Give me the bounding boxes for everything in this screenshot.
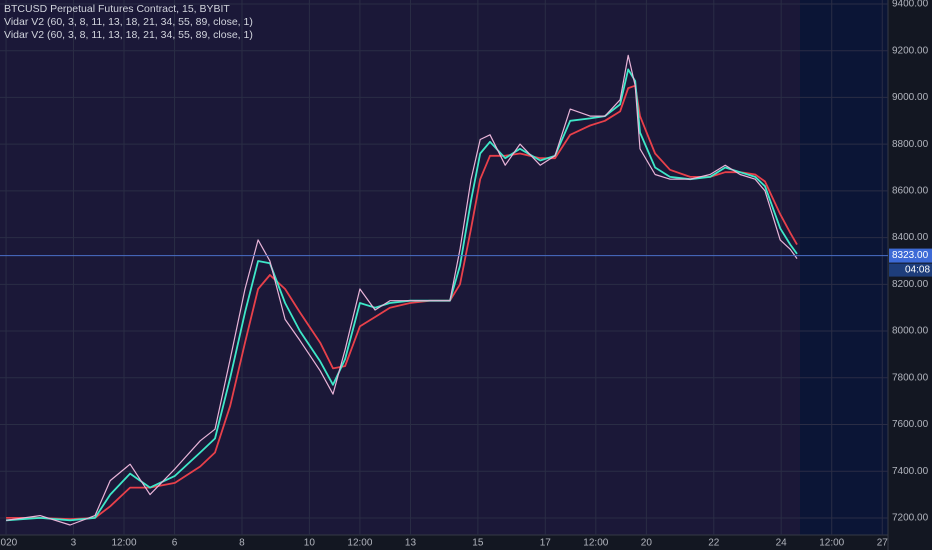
x-tick-label: 24 [776,538,788,549]
y-tick-label: 7400.00 [892,466,929,477]
legend-entry: BTCUSD Perpetual Futures Contract, 15, B… [4,3,230,15]
y-tick-label: 8600.00 [892,186,929,197]
y-tick-label: 8800.00 [892,139,929,150]
price-line [6,68,798,522]
x-tick-label: 27 [877,538,889,549]
x-tick-label: 12:00 [347,538,372,549]
x-tick-label: 15 [472,538,484,549]
x-tick-label: 6 [172,538,178,549]
legend-entry: Vidar V2 (60, 3, 8, 11, 13, 18, 21, 34, … [4,16,253,28]
x-tick-label: 22 [708,538,720,549]
y-tick-label: 7800.00 [892,372,929,383]
y-tick-label: 9000.00 [892,92,929,103]
x-tick-label: 17 [540,538,552,549]
y-tick-label: 8000.00 [892,326,929,337]
legend-entry: Vidar V2 (60, 3, 8, 11, 13, 18, 21, 34, … [4,29,253,41]
price-line [6,54,798,526]
x-tick-label: 12:00 [583,538,608,549]
future-area [800,0,888,535]
y-tick-label: 8200.00 [892,279,929,290]
plot-background [0,0,888,535]
last-price-label: 8323.00 [892,250,929,261]
y-tick-label: 9400.00 [892,0,929,10]
x-tick-label: 10 [304,538,316,549]
last-price-box [889,248,932,263]
x-tick-label: 3 [71,538,77,549]
y-tick-label: 7200.00 [892,513,929,524]
x-tick-label: 12:00 [819,538,844,549]
x-tick-label: 2020 [0,538,18,549]
x-tick-label: 8 [239,538,245,549]
price-line [6,84,798,520]
countdown-box [889,263,932,277]
y-tick-label: 7600.00 [892,419,929,430]
y-tick-label: 8400.00 [892,232,929,243]
x-tick-label: 13 [405,538,417,549]
countdown: 04:08 [905,265,930,276]
x-tick-label: 20 [641,538,653,549]
x-tick-label: 12:00 [112,538,137,549]
y-tick-label: 9200.00 [892,45,929,56]
